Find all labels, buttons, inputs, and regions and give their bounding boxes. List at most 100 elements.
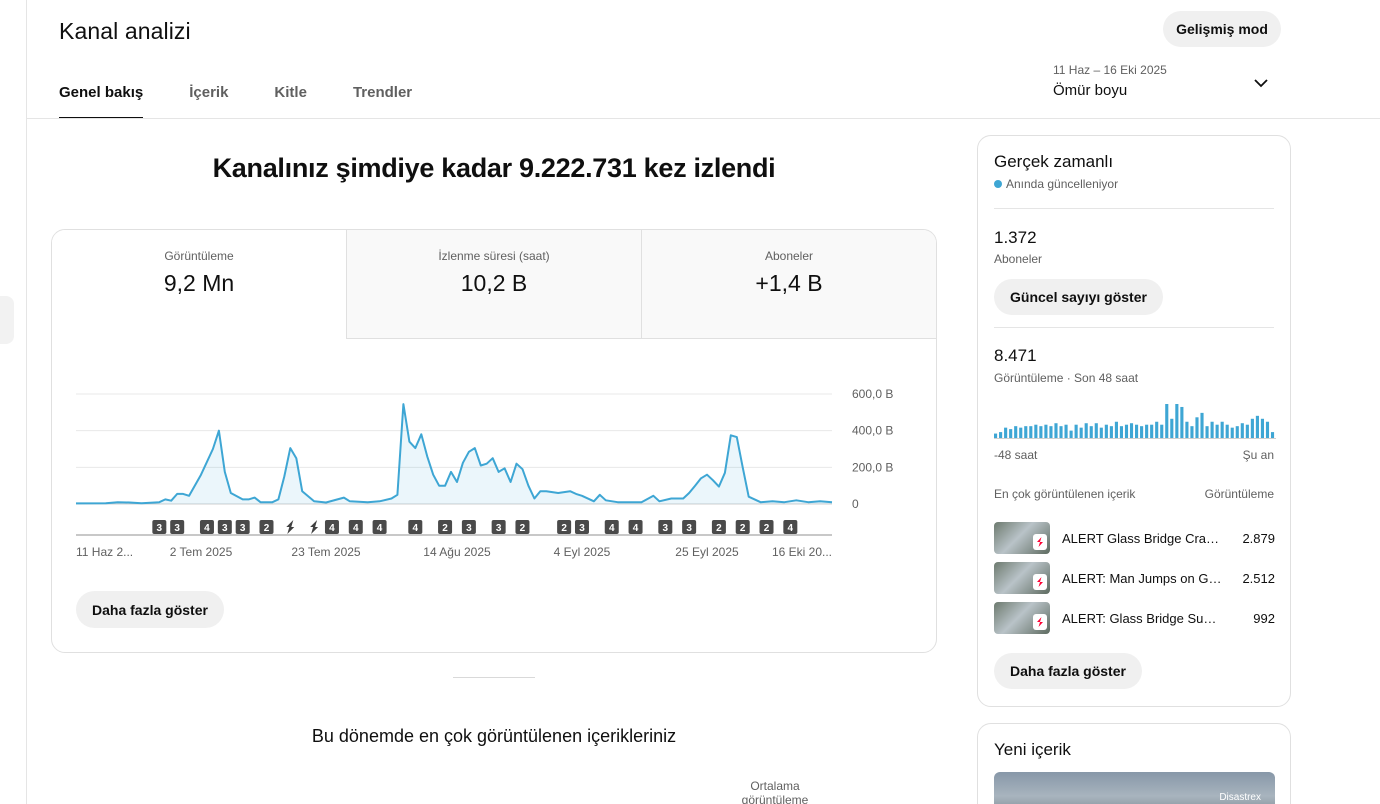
realtime-bar xyxy=(1034,424,1038,438)
x-tick-label: 23 Tem 2025 xyxy=(291,545,360,559)
top-content-title: Bu dönemde en çok görüntülenen içerikler… xyxy=(311,726,677,746)
realtime-bar xyxy=(1260,418,1265,438)
realtime-bar xyxy=(1009,429,1013,438)
new-content-title: Yeni içerik xyxy=(994,740,1071,759)
upload-marker-count: 3 xyxy=(496,523,502,534)
realtime-bar xyxy=(1019,427,1023,438)
upload-marker[interactable] xyxy=(461,520,476,534)
top-content-item[interactable]: ALERT: Man Jumps on Glass... 2.512 xyxy=(994,562,1275,594)
thumbnail-caption: Disastrex xyxy=(1219,792,1261,803)
y-tick-label: 200,0 B xyxy=(852,460,893,474)
realtime-bar xyxy=(1135,424,1139,438)
upload-marker-count: 3 xyxy=(157,523,163,534)
upload-marker[interactable] xyxy=(259,520,274,534)
realtime-bar xyxy=(1014,426,1018,438)
new-content-thumbnail[interactable]: Disastrex xyxy=(994,772,1275,804)
tab-content[interactable]: İçerik xyxy=(189,84,229,101)
realtime-bar xyxy=(1160,424,1164,438)
metric-value: 9,2 Mn xyxy=(163,270,235,296)
upload-marker-count: 2 xyxy=(561,523,567,534)
metric-label: Aboneler xyxy=(764,249,814,263)
upload-marker[interactable] xyxy=(628,520,643,534)
tab-trends[interactable]: Trendler xyxy=(352,84,413,101)
upload-marker[interactable] xyxy=(604,520,619,534)
shorts-marker-icon[interactable] xyxy=(310,520,319,534)
realtime-bar xyxy=(1140,426,1144,438)
upload-marker-count: 2 xyxy=(716,523,722,534)
upload-marker[interactable] xyxy=(515,520,530,534)
y-tick-label: 600,0 B xyxy=(852,387,893,401)
metric-subscribers[interactable]: Aboneler +1,4 B xyxy=(641,230,936,339)
upload-marker-count: 4 xyxy=(204,523,210,534)
upload-marker[interactable] xyxy=(152,520,167,534)
upload-marker[interactable] xyxy=(324,520,339,534)
advanced-mode-button[interactable]: Gelişmiş mod xyxy=(1163,11,1281,47)
left-rail-divider xyxy=(26,0,27,804)
video-views: 2.879 xyxy=(1242,530,1275,546)
realtime-subs-label: Aboneler xyxy=(994,252,1043,266)
upload-marker[interactable] xyxy=(735,520,750,534)
shorts-icon xyxy=(1033,574,1047,590)
upload-marker[interactable] xyxy=(348,520,363,534)
upload-marker[interactable] xyxy=(658,520,673,534)
header-divider xyxy=(26,118,1380,119)
realtime-bar xyxy=(1114,421,1118,438)
upload-marker-count: 2 xyxy=(442,523,448,534)
realtime-bar xyxy=(1175,404,1179,438)
show-more-button[interactable]: Daha fazla göster xyxy=(76,591,224,628)
upload-marker-count: 2 xyxy=(764,523,770,534)
bars-axis-start: -48 saat xyxy=(994,448,1038,462)
show-live-count-button[interactable]: Güncel sayıyı göster xyxy=(994,279,1163,315)
video-thumbnail xyxy=(994,522,1050,554)
realtime-bar xyxy=(1190,426,1194,438)
upload-marker[interactable] xyxy=(759,520,774,534)
metric-value: +1,4 B xyxy=(755,270,823,296)
upload-marker-count: 4 xyxy=(377,523,383,534)
realtime-bar xyxy=(1185,421,1189,438)
upload-marker[interactable] xyxy=(557,520,572,534)
realtime-bar xyxy=(1150,424,1154,438)
y-tick-label: 0 xyxy=(852,497,859,511)
metric-watch-time[interactable]: İzlenme süresi (saat) 10,2 B xyxy=(346,230,641,339)
realtime-bar xyxy=(1220,421,1224,438)
left-rail-handle[interactable] xyxy=(0,296,14,344)
upload-marker-count: 3 xyxy=(579,523,585,534)
video-title: ALERT: Man Jumps on Glass... xyxy=(1062,570,1222,586)
upload-marker[interactable] xyxy=(235,520,250,534)
shorts-marker-icon[interactable] xyxy=(286,520,295,534)
upload-marker-count: 3 xyxy=(174,523,180,534)
realtime-bar xyxy=(1215,424,1219,438)
upload-marker[interactable] xyxy=(783,520,798,534)
x-tick-label: 2 Tem 2025 xyxy=(170,545,233,559)
upload-marker[interactable] xyxy=(170,520,185,534)
upload-marker[interactable] xyxy=(438,520,453,534)
metric-value: 10,2 B xyxy=(460,270,528,296)
realtime-bar-chart[interactable] xyxy=(994,399,1276,439)
date-range-picker[interactable]: 11 Haz – 16 Eki 2025 Ömür boyu xyxy=(1053,63,1283,105)
tab-audience[interactable]: Kitle xyxy=(274,84,307,101)
tab-overview[interactable]: Genel bakış xyxy=(59,84,144,119)
realtime-bar xyxy=(1240,423,1244,438)
upload-marker[interactable] xyxy=(372,520,387,534)
realtime-bar xyxy=(1059,426,1063,438)
realtime-bar xyxy=(1109,426,1113,438)
realtime-show-more-button[interactable]: Daha fazla göster xyxy=(994,653,1142,689)
upload-marker[interactable] xyxy=(711,520,726,534)
top-content-header: En çok görüntülenen içerik xyxy=(994,487,1136,501)
upload-marker-count: 4 xyxy=(609,523,615,534)
upload-marker[interactable] xyxy=(199,520,214,534)
upload-marker[interactable] xyxy=(574,520,589,534)
tab-bar: Genel bakış İçerik Kitle Trendler xyxy=(59,84,458,119)
upload-marker-count: 2 xyxy=(520,523,526,534)
video-views: 2.512 xyxy=(1242,570,1275,586)
upload-marker[interactable] xyxy=(491,520,506,534)
upload-marker[interactable] xyxy=(408,520,423,534)
upload-marker[interactable] xyxy=(682,520,697,534)
metric-views[interactable]: Görüntüleme 9,2 Mn xyxy=(52,230,346,339)
top-content-item[interactable]: ALERT: Glass Bridge Sudden... 992 xyxy=(994,602,1275,634)
upload-marker[interactable] xyxy=(217,520,232,534)
realtime-bar xyxy=(1049,426,1053,438)
upload-marker-count: 4 xyxy=(353,523,359,534)
top-content-item[interactable]: ALERT Glass Bridge Cracks... 2.879 xyxy=(994,522,1275,554)
